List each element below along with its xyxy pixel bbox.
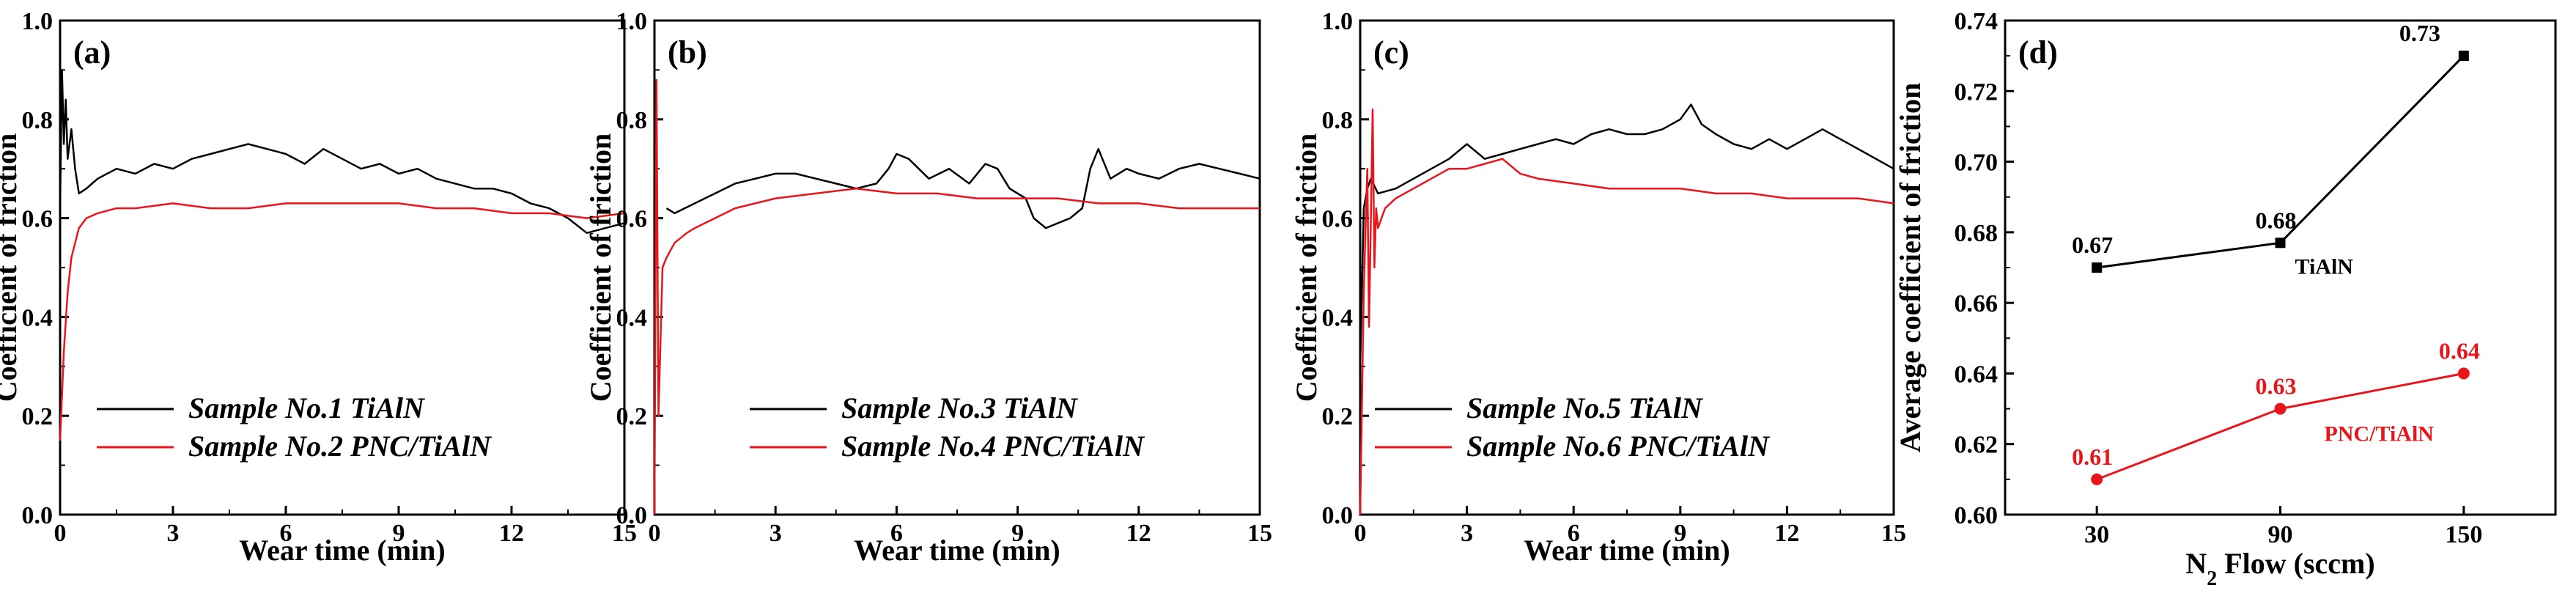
x-tick-label: 3 [770, 520, 782, 547]
x-axis-title-suffix: Flow (sccm) [2217, 547, 2374, 580]
data-label: 0.63 [2256, 373, 2297, 400]
series-line-1 [2096, 55, 2465, 269]
series-name-label: TiAlN [2295, 254, 2354, 279]
data-label: 0.68 [2256, 207, 2297, 233]
y-tick-label: 0.72 [1955, 78, 1999, 106]
plot-frame [2004, 19, 2557, 516]
panel-label: (d) [2018, 34, 2058, 70]
x-tick-label: 9 [1674, 520, 1686, 547]
x-tick-label: 15 [612, 520, 637, 547]
x-axis-title: Wear time (min) [1524, 534, 1730, 567]
data-point-circle [2091, 473, 2103, 485]
x-tick-label: 12 [499, 520, 524, 547]
y-tick-label: 0.0 [616, 502, 648, 529]
chart-panel-3: 0.0 0.2 0.4 0.6 0.8 1.0 0 3 6 9 12 15 Wear time (min… [1290, 8, 1906, 567]
y-tick-label: 1.0 [616, 8, 648, 35]
x-tick-label: 12 [1774, 520, 1799, 547]
panel-label: (a) [73, 34, 111, 70]
series-name-label: PNC/TiAlN [2325, 422, 2435, 446]
x-tick-label: 90 [2268, 521, 2293, 548]
y-tick-label: 0.2 [616, 403, 648, 430]
chart-panel-2: 0.0 0.2 0.4 0.6 0.8 1.0 0 3 6 9 12 15 Wear time (min… [584, 8, 1272, 567]
y-tick-label: 0.62 [1955, 432, 1999, 459]
y-tick-label: 0.8 [616, 107, 648, 134]
y-tick-label: 0.6 [616, 206, 648, 233]
chart-panel-4: 0.60 0.62 0.64 0.66 0.68 0.70 0.72 0.74 30 90 150 N… [1894, 8, 2557, 590]
legend-label: Sample No.3 TiAlN [841, 391, 1079, 424]
legend-label: Sample No.5 TiAlN [1466, 391, 1704, 424]
series-line-2 [59, 202, 625, 441]
x-tick-label: 6 [1568, 520, 1580, 547]
y-axis-title: Coefficient of friction [0, 133, 23, 402]
y-tick-label: 0.4 [1322, 304, 1354, 331]
legend-label: Sample No.4 PNC/TiAlN [841, 430, 1145, 463]
x-tick-label: 6 [890, 520, 903, 547]
x-tick-label: 150 [2445, 521, 2482, 548]
data-point-circle [2274, 402, 2287, 415]
x-tick-label: 15 [1881, 520, 1906, 547]
x-axis-title: N2 Flow (sccm) [2185, 547, 2374, 590]
data-label: 0.61 [2072, 444, 2113, 470]
y-tick-label: 0.8 [1322, 107, 1354, 134]
y-tick-label: 0.66 [1955, 290, 1999, 317]
x-axis-title: Wear time (min) [239, 534, 445, 567]
data-point-circle [2457, 367, 2470, 380]
x-axis-title-subscript: 2 [2207, 567, 2217, 590]
panel-label: (b) [668, 34, 707, 70]
y-tick-label: 1.0 [22, 8, 53, 35]
data-label: 0.73 [2399, 20, 2440, 46]
x-axis-title: Wear time (min) [854, 534, 1060, 567]
y-tick-label: 0.2 [1322, 403, 1354, 430]
legend-label: Sample No.2 PNC/TiAlN [188, 430, 492, 463]
x-tick-label: 30 [2084, 521, 2109, 548]
y-axis-title: Coefficient of friction [584, 133, 617, 402]
x-tick-label: 3 [1461, 520, 1473, 547]
y-tick-label: 0.6 [22, 206, 53, 233]
y-tick-label: 0.64 [1955, 361, 1999, 388]
data-point-square [2092, 262, 2103, 273]
y-tick-label: 0.2 [22, 403, 53, 430]
y-axis-title: Average coefficient of friction [1894, 83, 1927, 453]
x-tick-label: 9 [393, 520, 405, 547]
y-axis-title: Coefficient of friction [1290, 133, 1323, 402]
legend-label: Sample No.1 TiAlN [188, 391, 426, 424]
x-tick-label: 0 [1354, 520, 1367, 547]
series-line-1 [59, 69, 625, 235]
y-tick-label: 0.74 [1955, 8, 1999, 35]
y-tick-label: 1.0 [1322, 8, 1354, 35]
x-tick-label: 0 [54, 520, 67, 547]
y-tick-label: 0.68 [1955, 220, 1999, 247]
chart-panel-1: 0.0 0.2 0.4 0.6 0.8 1.0 0 3 6 9 12 15 Wear time (min… [0, 8, 637, 567]
data-point-square [2275, 238, 2286, 249]
y-tick-label: 0.70 [1955, 150, 1999, 177]
y-tick-label: 0.60 [1955, 502, 1999, 529]
panel-label: (c) [1373, 34, 1409, 70]
y-tick-label: 0.8 [22, 107, 53, 134]
series-line-2 [1359, 108, 1894, 515]
data-point-square [2458, 51, 2469, 62]
x-tick-label: 6 [280, 520, 292, 547]
x-tick-label: 3 [167, 520, 180, 547]
x-tick-label: 9 [1011, 520, 1024, 547]
y-tick-label: 0.4 [616, 304, 648, 331]
y-tick-label: 0.6 [1322, 206, 1354, 233]
data-label: 0.64 [2439, 337, 2480, 364]
legend-label: Sample No.6 PNC/TiAlN [1466, 430, 1771, 463]
x-tick-label: 0 [649, 520, 661, 547]
y-tick-label: 0.0 [1322, 502, 1354, 529]
series-line-1 [665, 147, 1261, 229]
series-line-1 [1359, 103, 1894, 367]
x-tick-label: 15 [1247, 520, 1272, 547]
x-axis-title-main: N [2185, 547, 2207, 580]
y-tick-label: 0.4 [22, 304, 53, 331]
x-tick-label: 12 [1126, 520, 1151, 547]
data-label: 0.67 [2072, 232, 2113, 258]
series-line-2 [653, 78, 1260, 515]
y-tick-label: 0.0 [22, 502, 53, 529]
